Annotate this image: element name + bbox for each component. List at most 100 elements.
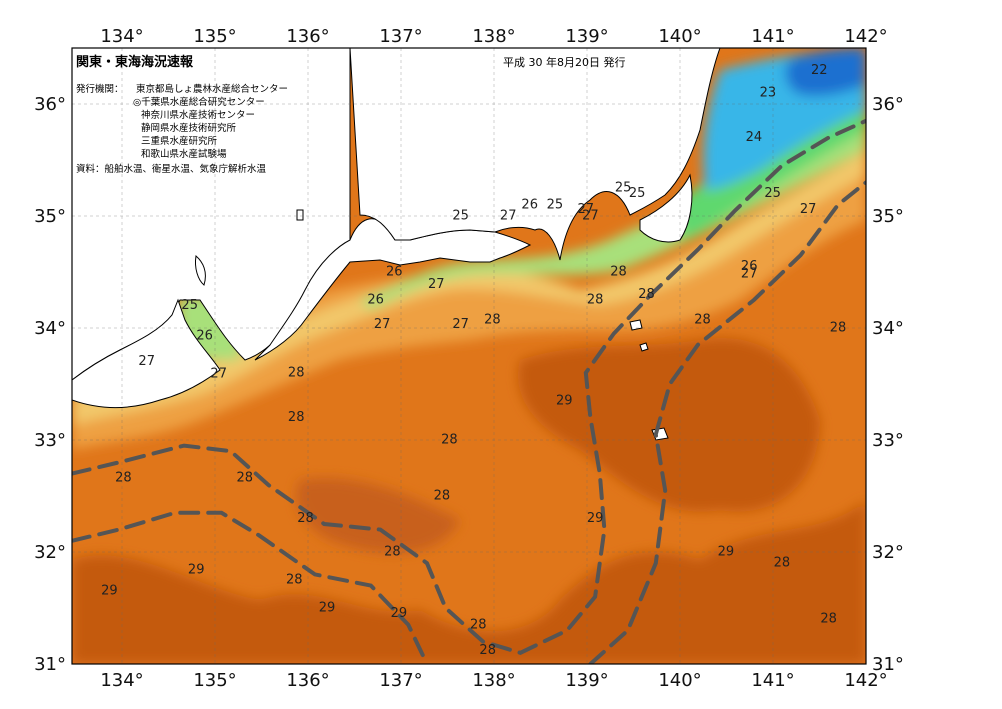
lon-label: 139°	[565, 670, 608, 691]
isotherm-label: 27	[428, 277, 445, 292]
isotherm-label: 29	[587, 511, 604, 526]
current-line	[72, 510, 429, 664]
isotherm-label: 23	[760, 85, 777, 100]
isotherm-label: 28	[774, 556, 791, 571]
lon-label: 138°	[472, 670, 515, 691]
lon-label: 142°	[844, 670, 887, 691]
lon-label: 140°	[658, 670, 701, 691]
land-awaji-island	[195, 255, 206, 286]
map-frame	[71, 47, 867, 665]
lon-label: 137°	[379, 670, 422, 691]
isotherm-label: 27	[578, 202, 595, 217]
isotherm-label: 25	[615, 181, 632, 196]
isotherm-label: 25	[547, 197, 564, 212]
land-miyakejima	[639, 342, 649, 352]
isotherm-label: 29	[101, 584, 118, 599]
land-shikoku	[72, 298, 221, 408]
issuer-item: 和歌山県水産試験場	[141, 148, 227, 160]
lat-label: 32°	[872, 542, 904, 563]
issuer-item: ◎千葉県水産総合研究センター	[133, 96, 265, 108]
land-izu-honshu-east	[349, 48, 721, 261]
sst-field-29-center	[518, 338, 820, 512]
issuer-item: 静岡県水産技術研究所	[141, 122, 237, 134]
isotherm-label: 28	[441, 433, 458, 448]
lat-label: 35°	[872, 206, 904, 227]
issuer-item: 東京都島しょ農林水産総合センター	[136, 83, 288, 95]
isotherm-label: 29	[718, 545, 735, 560]
isotherm-label: 24	[746, 130, 763, 145]
isotherm-label: 26	[196, 328, 213, 343]
sst-field-29-south	[72, 500, 866, 664]
lon-label: 136°	[286, 26, 329, 47]
isotherm-label: 28	[484, 313, 501, 328]
lon-label: 136°	[286, 670, 329, 691]
lat-label: 33°	[34, 430, 66, 451]
sst-field-22	[785, 48, 866, 96]
isotherm-label: 28	[288, 410, 305, 425]
lon-label: 141°	[751, 670, 794, 691]
top-lon-labels: 134° 135° 136° 137° 138° 139° 140° 141° …	[100, 26, 887, 47]
graticule	[72, 48, 866, 664]
lon-label: 135°	[193, 670, 236, 691]
bottom-lon-labels: 134° 135° 136° 137° 138° 139° 140° 141° …	[100, 670, 887, 691]
isotherm-label: 28	[830, 321, 847, 336]
lat-label: 31°	[34, 654, 66, 675]
isotherm-label: 28	[610, 265, 627, 280]
isotherm-label: 27	[452, 317, 469, 332]
lon-label: 139°	[565, 26, 608, 47]
lon-label: 134°	[100, 670, 143, 691]
isotherm-label: 25	[181, 298, 198, 313]
sst-field-29-mid	[296, 478, 460, 554]
lon-label: 140°	[658, 26, 701, 47]
isotherm-label: 29	[556, 393, 573, 408]
isotherm-label: 27	[374, 317, 391, 332]
isotherm-label: 28	[237, 471, 254, 486]
issuer-item: 神奈川県水産技術センター	[141, 109, 255, 121]
isotherm-label: 27	[210, 366, 227, 381]
issuer-label: 発行機関：	[76, 83, 124, 95]
isotherm-label: 28	[479, 643, 496, 658]
isotherm-label: 22	[811, 63, 828, 78]
isotherm-label: 28	[384, 545, 401, 560]
current-line	[588, 180, 866, 664]
land-kii-peninsula	[254, 218, 532, 361]
lat-label: 33°	[872, 430, 904, 451]
isotherm-label: 28	[470, 617, 487, 632]
issue-date: 平成 30 年8月20日 発行	[503, 55, 625, 69]
isotherm-label: 28	[286, 573, 303, 588]
isotherm-label: 26	[521, 197, 538, 212]
land-boso-peninsula	[639, 173, 693, 243]
isotherm-label: 27	[582, 209, 599, 224]
isotherm-label: 26	[741, 259, 758, 274]
isotherm-label: 28	[638, 287, 655, 302]
isotherm-label: 29	[319, 601, 336, 616]
lon-label: 141°	[751, 26, 794, 47]
map-title: 関東・東海海況速報	[76, 54, 194, 70]
isotherm-label: 28	[694, 313, 711, 328]
lat-label: 31°	[872, 654, 904, 675]
lat-label: 35°	[34, 206, 66, 227]
isotherm-label: 26	[386, 265, 403, 280]
lon-label: 138°	[472, 26, 515, 47]
sst-field-27-coastal	[72, 170, 866, 450]
isotherm-label: 28	[288, 365, 305, 380]
isotherm-label: 25	[629, 186, 646, 201]
isotherm-label: 29	[188, 562, 205, 577]
current-line	[72, 118, 866, 655]
lat-label: 36°	[34, 94, 66, 115]
isotherm-label: 27	[741, 267, 758, 282]
lat-label: 36°	[872, 94, 904, 115]
land-sado-coast-islet	[296, 209, 304, 221]
kuroshio-current-lines	[72, 118, 866, 664]
isotherm-label: 28	[820, 612, 837, 627]
lat-label: 32°	[34, 542, 66, 563]
isotherm-label: 28	[434, 489, 451, 504]
land-izu-oshima	[629, 319, 643, 331]
isotherm-label: 27	[500, 209, 517, 224]
isotherm-label: 27	[138, 354, 155, 369]
left-lat-labels: 36° 35° 34° 33° 32° 31°	[34, 94, 66, 675]
lon-label: 137°	[379, 26, 422, 47]
isotherm-label: 28	[297, 511, 314, 526]
